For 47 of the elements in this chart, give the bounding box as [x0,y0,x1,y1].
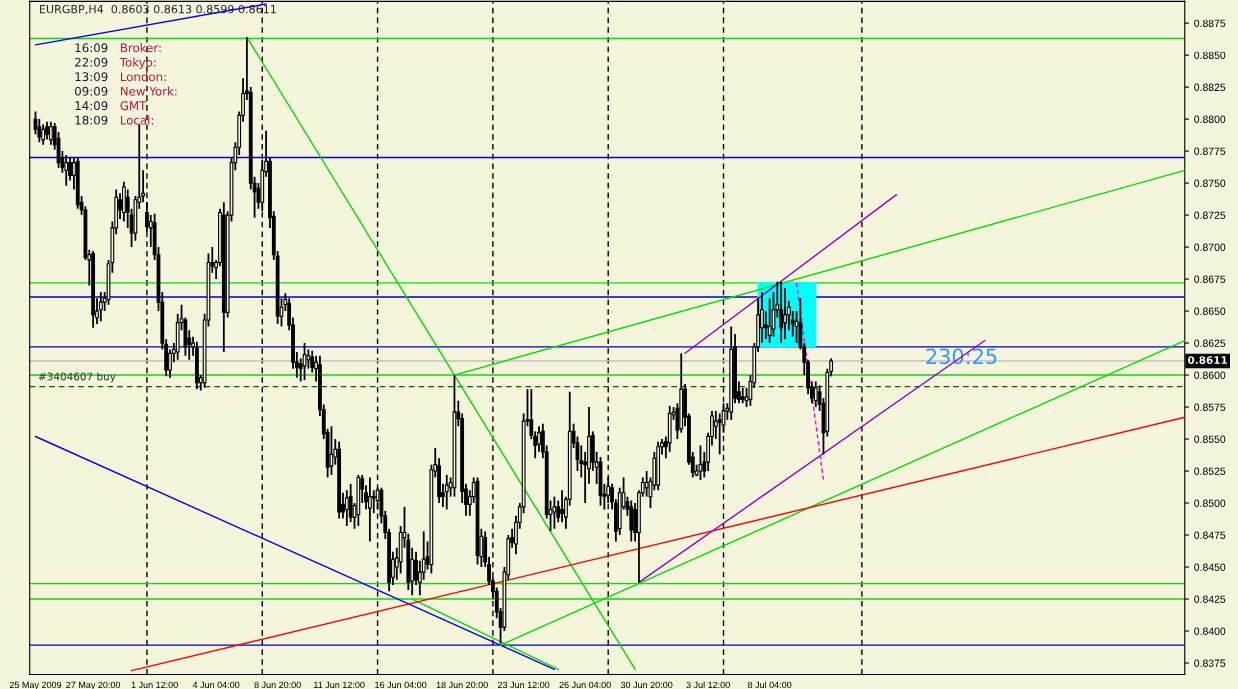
annotation: 18:09 [75,115,108,125]
x-tick-label: 16 Jun 04:00 [375,681,427,689]
y-tick-label: 0.8650 [1194,307,1226,315]
annotation: Broker: [120,43,161,53]
y-tick-label: 0.8575 [1194,403,1226,411]
y-tick-label: 0.8775 [1194,147,1226,155]
y-tick-label: 0.8550 [1194,435,1226,443]
y-tick-label: 0.8850 [1194,51,1226,59]
x-tick-label: 3 Jul 12:00 [686,681,730,689]
ref-line-label: 0.8611 [1188,356,1228,365]
annotation: 16:09 [75,43,108,53]
x-tick-label: 8 Jun 20:00 [254,681,301,689]
x-tick-label: 1 Jun 12:00 [131,681,178,689]
y-tick-label: 0.8800 [1194,115,1226,123]
y-tick-label: 0.8725 [1194,211,1226,219]
annotation: 14:09 [75,101,108,111]
y-tick-label: 0.8475 [1194,531,1226,539]
y-tick-label: 0.8825 [1194,83,1226,91]
y-tick-label: 0.8400 [1194,627,1226,635]
x-tick-label: 23 Jun 12:00 [497,681,550,689]
annotation: 13:09 [75,72,108,82]
x-tick-label: 4 Jun 04:00 [192,681,240,689]
y-tick-label: 0.8500 [1194,499,1226,507]
y-tick-label: 0.8450 [1194,563,1226,571]
annotation: 22:09 [75,57,108,67]
annotation: 09:09 [75,86,108,96]
y-tick-label: 0.8700 [1194,243,1226,251]
y-tick-label: 0.8525 [1194,467,1226,475]
x-tick-label: 8 Jul 04:00 [747,681,792,689]
x-tick-label: 27 May 20:00 [66,681,121,689]
y-tick-label: 0.8375 [1194,659,1226,667]
y-tick-label: 0.8675 [1194,275,1226,283]
x-tick-label: 18 Jun 20:00 [436,681,488,689]
y-tick-label: 0.8875 [1194,19,1226,28]
y-tick-label: 0.8750 [1194,179,1226,187]
annotation: Local: [120,115,153,125]
annotation: London: [120,72,166,82]
annotation: GMT [120,101,147,111]
y-tick-label: 0.8425 [1194,595,1226,603]
annotation: Tokyo: [119,57,156,70]
x-tick-label: 30 Jun 20:00 [620,681,673,689]
annotation: New York: [120,86,177,96]
y-tick-label: 0.8625 [1194,339,1226,347]
x-tick-label: 25 May 2009 [9,681,62,689]
x-tick-label: 11 Jun 12:00 [314,681,365,689]
y-tick-label: 0.8600 [1194,371,1226,379]
x-tick-label: 26 Jun 04:00 [559,681,611,689]
